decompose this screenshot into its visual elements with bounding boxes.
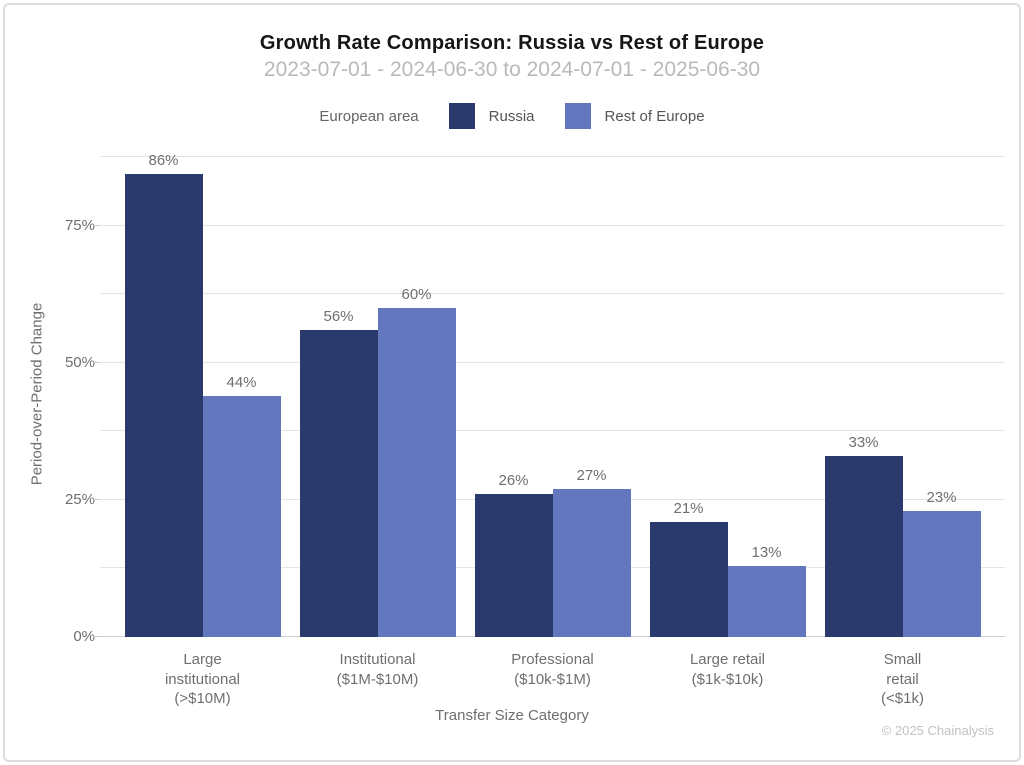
bar-rest-of-europe-small-retail-1k	[902, 510, 981, 637]
x-category-label-institutional-1m-10m: Institutional ($1M-$10M)	[336, 651, 419, 688]
bar-russia-large-institutional-10m	[124, 174, 203, 637]
legend-item-rest-of-europe: Rest of Europe	[564, 103, 705, 129]
bar-group-small-retail-1k: 33% 23%	[824, 152, 981, 637]
copyright-notice: © 2025 Chainalysis	[881, 723, 994, 738]
bar-value-label: 33%	[848, 433, 879, 451]
bar-rest-of-europe-institutional-1m-10m	[377, 307, 456, 637]
bar-rest-of-europe-professional-10k-1m	[552, 488, 631, 637]
bar-group-large-institutional-10m: 86% 44%	[124, 152, 281, 637]
legend-swatch-russia	[448, 103, 475, 129]
bar-value-label: 13%	[751, 543, 782, 561]
bar-group-institutional-1m-10m: 56% 60%	[299, 152, 456, 637]
bar-russia-institutional-1m-10m	[299, 329, 378, 637]
y-tick-label-75: 75%	[64, 216, 95, 234]
bar-value-label: 23%	[926, 488, 957, 506]
bar-russia-professional-10k-1m	[474, 494, 553, 637]
plot-area: 86% 44% 56% 60% 26% 27% 21% 13% 33% 23%	[93, 152, 1005, 637]
bar-group-large-retail-1k-10k: 21% 13%	[649, 152, 806, 637]
bar-col-rest-of-europe-professional-10k-1m: 27%	[552, 152, 631, 637]
bar-col-russia-large-retail-1k-10k: 21%	[649, 152, 728, 637]
legend-label-russia: Russia	[488, 107, 535, 125]
legend-swatch-rest-of-europe	[564, 103, 591, 129]
y-tick-mark-25	[93, 498, 100, 500]
gridline-75	[100, 224, 1005, 226]
x-category-label-large-institutional-10m: Large institutional (>$10M)	[164, 651, 241, 707]
bar-russia-small-retail-1k	[824, 455, 903, 637]
chart-card: Growth Rate Comparison: Russia vs Rest o…	[3, 3, 1021, 762]
bar-value-label: 60%	[401, 285, 432, 303]
legend-label-rest-of-europe: Rest of Europe	[604, 107, 705, 125]
y-tick-mark-0	[93, 636, 100, 637]
bar-rest-of-europe-large-institutional-10m	[202, 395, 281, 637]
bar-col-russia-large-institutional-10m: 86%	[124, 152, 203, 637]
y-tick-label-0: 0%	[73, 628, 95, 645]
y-axis: 0% 25% 50% 75%	[43, 152, 95, 644]
bar-rest-of-europe-large-retail-1k-10k	[727, 565, 806, 637]
legend-item-russia: Russia	[448, 103, 535, 129]
y-tick-label-25: 25%	[64, 490, 95, 508]
bar-col-rest-of-europe-institutional-1m-10m: 60%	[377, 152, 456, 637]
bar-value-label: 27%	[576, 466, 607, 484]
bar-value-label: 56%	[323, 307, 354, 325]
y-tick-mark-75	[93, 224, 100, 226]
bar-col-rest-of-europe-large-institutional-10m: 44%	[202, 152, 281, 637]
legend-title: European area	[319, 107, 419, 125]
bar-value-label: 26%	[498, 472, 529, 490]
gridline-50	[100, 361, 1005, 363]
x-category-label-small-retail-1k: Small retail (<$1k)	[881, 651, 924, 707]
y-tick-mark-50	[93, 361, 100, 363]
chart-subtitle: 2023-07-01 - 2024-06-30 to 2024-07-01 - …	[263, 58, 761, 81]
bar-value-label: 44%	[226, 373, 257, 391]
bar-value-label: 86%	[148, 152, 179, 169]
legend: European area Russia Rest of Europe	[5, 103, 1019, 129]
bar-col-russia-institutional-1m-10m: 56%	[299, 152, 378, 637]
bar-group-professional-10k-1m: 26% 27%	[474, 152, 631, 637]
bar-russia-large-retail-1k-10k	[649, 521, 728, 637]
gridline-87.5	[100, 155, 1005, 157]
chart-title: Growth Rate Comparison: Russia vs Rest o…	[259, 32, 765, 54]
bar-value-label: 21%	[673, 499, 704, 517]
bar-groups: 86% 44% 56% 60% 26% 27% 21% 13% 33% 23%	[100, 152, 1005, 637]
bar-col-russia-professional-10k-1m: 26%	[474, 152, 553, 637]
bar-col-rest-of-europe-small-retail-1k: 23%	[902, 152, 981, 637]
bar-col-rest-of-europe-large-retail-1k-10k: 13%	[727, 152, 806, 637]
gridline-37.5	[100, 430, 1005, 432]
y-tick-label-50: 50%	[64, 353, 95, 371]
gridline-62.5	[100, 293, 1005, 295]
bar-col-russia-small-retail-1k: 33%	[824, 152, 903, 637]
x-category-label-professional-10k-1m: Professional ($10k-$1M)	[511, 651, 594, 688]
x-axis-title: Transfer Size Category	[435, 707, 589, 724]
x-category-label-large-retail-1k-10k: Large retail ($1k-$10k)	[689, 651, 766, 688]
x-category-labels: Large institutional (>$10M) Institutional…	[100, 650, 1005, 709]
